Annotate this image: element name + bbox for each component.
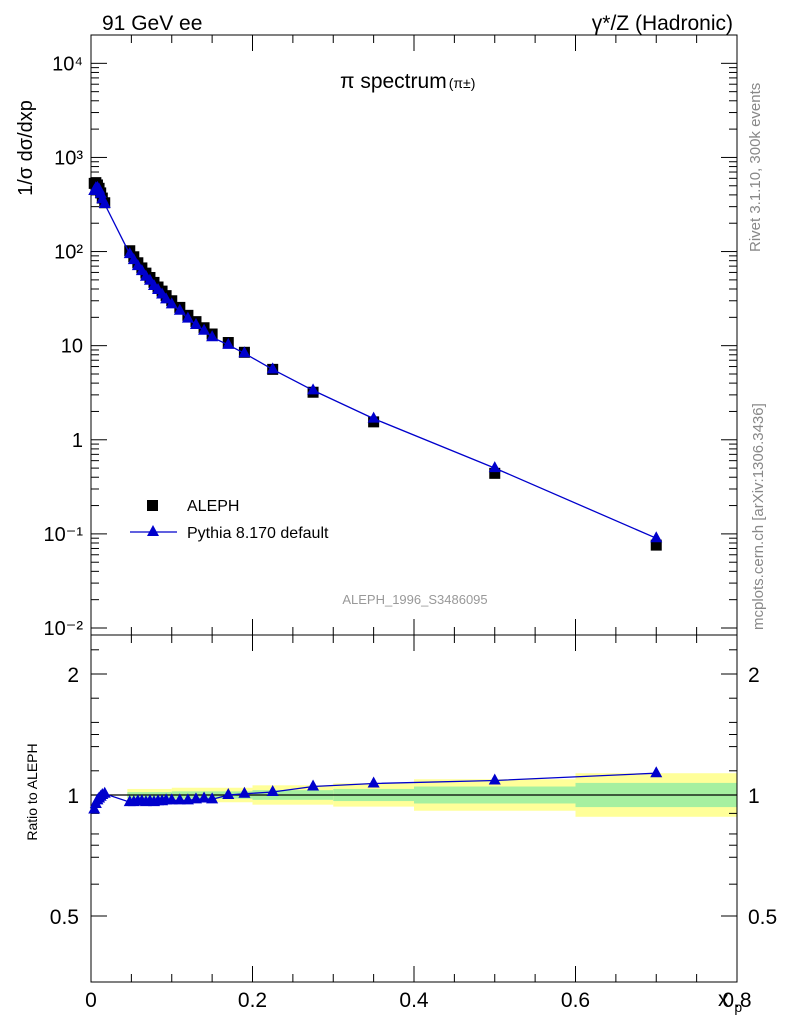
x-tick-label: 0 — [85, 989, 97, 1012]
pythia-point — [222, 337, 235, 349]
ratio-point — [173, 793, 186, 805]
pythia-point — [307, 383, 320, 395]
ratio-y-axis-label: Ratio to ALEPH — [24, 743, 40, 840]
y-tick-label: 10⁻¹ — [44, 524, 84, 546]
ratio-point — [222, 788, 235, 799]
ratio-point — [98, 786, 111, 798]
ratio-point — [165, 793, 178, 805]
ratio-point — [488, 773, 501, 785]
ratio-series — [88, 766, 663, 814]
pythia-point — [488, 461, 501, 473]
y-tick-label: 10³ — [54, 147, 83, 169]
header-left: 91 GeV ee — [102, 12, 202, 35]
ratio-point — [266, 784, 279, 796]
pythia-point — [181, 311, 194, 323]
side-label-lower: mcplots.cern.ch [arXiv:1306.3436] — [750, 403, 767, 630]
legend-label-aleph: ALEPH — [187, 498, 239, 515]
ratio-y-tick-labels: 2 2 1 1 0.5 0.5 — [50, 664, 777, 929]
ratio-point — [307, 779, 320, 791]
main-series — [88, 177, 663, 551]
y-tick-label: 1 — [72, 430, 83, 452]
legend: ALEPH Pythia 8.170 default — [130, 498, 329, 542]
ratio-y-tick-label: 0.5 — [748, 906, 777, 929]
pythia-point — [98, 197, 111, 209]
x-tick-label: 0.8 — [722, 989, 751, 1012]
side-label-upper: Rivet 3.1.10, 300k events — [747, 83, 764, 252]
pythia-point — [165, 297, 178, 309]
x-axis-label-text: x — [718, 988, 729, 1011]
main-y-axis-label: 1/σ dσ/dxp — [15, 100, 37, 196]
pythia-point — [173, 303, 186, 315]
plot-title: π spectrum (π±) — [340, 70, 475, 93]
header-right: γ*/Z (Hadronic) — [592, 12, 733, 35]
y-tick-label: 10⁻² — [44, 618, 84, 640]
pythia-point — [160, 292, 173, 304]
legend-marker-pythia — [147, 525, 159, 536]
analysis-watermark: ALEPH_1996_S3486095 — [342, 592, 487, 607]
pythia-point — [238, 346, 251, 358]
pythia-point — [266, 362, 279, 374]
pythia-point — [367, 411, 380, 423]
pythia-point — [650, 531, 663, 543]
ratio-point — [189, 792, 202, 804]
pythia-point — [189, 317, 202, 329]
ratio-x-tick-labels: 0 0.2 0.4 0.6 0.8 — [85, 989, 751, 1012]
ratio-point — [181, 793, 194, 805]
main-ticks — [90, 34, 738, 635]
legend-marker-aleph — [147, 500, 158, 511]
ratio-y-tick-label: 0.5 — [50, 906, 79, 929]
ratio-point — [650, 766, 663, 778]
y-tick-label: 10⁴ — [52, 53, 83, 75]
x-tick-label: 0.4 — [399, 989, 429, 1012]
ratio-y-tick-label: 1 — [748, 785, 760, 808]
ratio-point — [238, 786, 251, 798]
aleph-point — [489, 467, 501, 479]
pythia-point — [206, 330, 219, 342]
ratio-point — [88, 802, 101, 814]
main-y-tick-labels: 10⁴ 10³ 10² 10 1 10⁻¹ 10⁻² — [44, 53, 84, 640]
main-plot-frame — [90, 34, 738, 636]
y-tick-label: 10² — [54, 242, 83, 264]
y-tick-label: 10 — [61, 336, 83, 358]
pythia-point — [198, 323, 211, 335]
aleph-point — [650, 539, 662, 551]
x-axis-label: x p — [718, 988, 742, 1015]
ratio-y-tick-label: 1 — [67, 785, 79, 808]
pythia-line — [93, 187, 657, 539]
ratio-point — [206, 792, 219, 804]
ratio-y-tick-label: 2 — [67, 664, 79, 687]
plot-title-suffix: (π±) — [449, 75, 476, 91]
ratio-point — [367, 776, 380, 788]
x-axis-label-subscript: p — [734, 999, 742, 1015]
legend-label-pythia: Pythia 8.170 default — [187, 525, 329, 542]
ratio-y-tick-label: 2 — [748, 664, 760, 687]
x-tick-label: 0.2 — [238, 989, 267, 1012]
plot-title-main: π spectrum — [340, 70, 447, 93]
x-tick-label: 0.6 — [561, 989, 590, 1012]
ratio-point — [198, 791, 211, 803]
